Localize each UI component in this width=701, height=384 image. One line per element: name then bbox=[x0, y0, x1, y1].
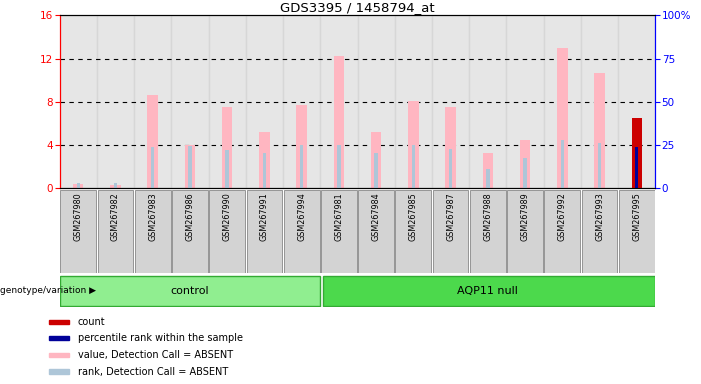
Bar bbox=[618, 15, 655, 188]
Bar bbox=[320, 15, 358, 188]
Text: GSM267980: GSM267980 bbox=[74, 192, 83, 241]
Bar bbox=[147, 95, 158, 188]
Bar bbox=[321, 190, 357, 273]
Bar bbox=[544, 15, 581, 188]
Bar bbox=[557, 48, 568, 188]
Text: count: count bbox=[78, 316, 105, 327]
Bar bbox=[97, 15, 134, 188]
Bar bbox=[594, 73, 605, 188]
Text: GSM267981: GSM267981 bbox=[334, 192, 343, 241]
Bar bbox=[411, 145, 415, 188]
Bar bbox=[582, 190, 618, 273]
Bar bbox=[482, 152, 493, 188]
Text: GSM267994: GSM267994 bbox=[297, 192, 306, 241]
Text: genotype/variation ▶: genotype/variation ▶ bbox=[0, 286, 96, 295]
Bar bbox=[226, 151, 229, 188]
Bar bbox=[134, 15, 171, 188]
Bar bbox=[135, 190, 170, 273]
Text: value, Detection Call = ABSENT: value, Detection Call = ABSENT bbox=[78, 350, 233, 360]
Text: rank, Detection Call = ABSENT: rank, Detection Call = ABSENT bbox=[78, 366, 228, 377]
Bar bbox=[545, 190, 580, 273]
Bar bbox=[408, 101, 418, 188]
Bar bbox=[632, 118, 642, 188]
Bar bbox=[49, 369, 69, 374]
Bar bbox=[581, 15, 618, 188]
Bar bbox=[395, 15, 432, 188]
Bar bbox=[49, 336, 69, 340]
Text: GSM267988: GSM267988 bbox=[484, 192, 492, 241]
Bar bbox=[297, 105, 307, 188]
Bar bbox=[433, 190, 468, 273]
Text: GSM267984: GSM267984 bbox=[372, 192, 381, 241]
Bar bbox=[358, 190, 394, 273]
Bar bbox=[76, 183, 80, 188]
Bar bbox=[210, 190, 245, 273]
Bar bbox=[449, 149, 452, 188]
Bar bbox=[470, 190, 505, 273]
Bar bbox=[432, 15, 469, 188]
Bar bbox=[185, 145, 195, 188]
Text: GSM267993: GSM267993 bbox=[595, 192, 604, 241]
Bar bbox=[635, 147, 639, 188]
Bar bbox=[445, 107, 456, 188]
Text: GSM267995: GSM267995 bbox=[632, 192, 641, 242]
Bar bbox=[209, 15, 246, 188]
Bar bbox=[73, 184, 83, 188]
Bar bbox=[110, 185, 121, 188]
Text: GSM267989: GSM267989 bbox=[521, 192, 529, 241]
Text: percentile rank within the sample: percentile rank within the sample bbox=[78, 333, 243, 343]
Title: GDS3395 / 1458794_at: GDS3395 / 1458794_at bbox=[280, 1, 435, 14]
Bar bbox=[300, 145, 304, 188]
Bar bbox=[486, 169, 489, 188]
Text: GSM267983: GSM267983 bbox=[148, 192, 157, 241]
Bar bbox=[334, 56, 344, 188]
Bar bbox=[337, 145, 341, 188]
Bar bbox=[247, 190, 283, 273]
Bar bbox=[171, 15, 209, 188]
Bar bbox=[520, 139, 531, 188]
Bar bbox=[151, 147, 154, 188]
Bar bbox=[284, 190, 320, 273]
Bar bbox=[322, 276, 655, 306]
Bar bbox=[60, 276, 320, 306]
Bar bbox=[469, 15, 506, 188]
Text: control: control bbox=[170, 286, 209, 296]
Bar bbox=[395, 190, 431, 273]
Text: GSM267987: GSM267987 bbox=[446, 192, 455, 241]
Bar bbox=[598, 143, 601, 188]
Bar bbox=[619, 190, 655, 273]
Bar bbox=[60, 15, 97, 188]
Bar bbox=[508, 190, 543, 273]
Bar bbox=[97, 190, 133, 273]
Bar bbox=[561, 139, 564, 188]
Bar bbox=[283, 15, 320, 188]
Bar bbox=[49, 353, 69, 357]
Text: GSM267991: GSM267991 bbox=[260, 192, 269, 241]
Bar bbox=[246, 15, 283, 188]
Text: GSM267986: GSM267986 bbox=[186, 192, 194, 241]
Bar bbox=[60, 190, 96, 273]
Text: GSM267990: GSM267990 bbox=[223, 192, 231, 241]
Bar bbox=[524, 158, 526, 188]
Bar bbox=[172, 190, 207, 273]
Bar bbox=[358, 15, 395, 188]
Text: GSM267985: GSM267985 bbox=[409, 192, 418, 241]
Bar bbox=[506, 15, 544, 188]
Text: AQP11 null: AQP11 null bbox=[458, 286, 518, 296]
Bar bbox=[49, 319, 69, 324]
Bar bbox=[263, 152, 266, 188]
Bar bbox=[374, 152, 378, 188]
Bar bbox=[114, 183, 117, 188]
Bar bbox=[189, 146, 191, 188]
Bar bbox=[222, 107, 233, 188]
Text: GSM267992: GSM267992 bbox=[558, 192, 567, 242]
Text: GSM267982: GSM267982 bbox=[111, 192, 120, 241]
Bar bbox=[371, 132, 381, 188]
Bar bbox=[259, 132, 270, 188]
Bar bbox=[635, 147, 639, 188]
